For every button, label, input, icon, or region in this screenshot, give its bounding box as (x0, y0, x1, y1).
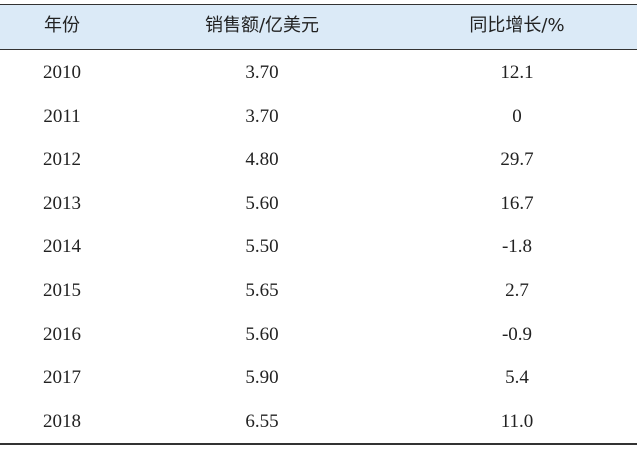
table-cell: 29.7 (500, 149, 534, 171)
table-cell: 5.60 (245, 323, 279, 345)
table-cell: 12.1 (500, 62, 534, 83)
table-cell: 6.55 (245, 410, 279, 432)
table-cell: -1.8 (501, 236, 533, 258)
header-cell: 年份 (44, 15, 80, 36)
header-band (0, 4, 637, 50)
table-cell: 2017 (43, 367, 81, 389)
table-cell: 5.4 (505, 367, 529, 389)
table-cell: 2012 (43, 149, 81, 171)
table-cell: 2011 (43, 105, 81, 127)
table-cell: 4.80 (245, 149, 279, 171)
table-cell: 0 (512, 105, 522, 127)
bottom-rule (0, 443, 637, 445)
table-cell: 5.60 (245, 192, 279, 214)
header-cell: 销售额/亿美元 (204, 15, 320, 36)
table-cell: 2010 (43, 62, 81, 83)
table-cell: 5.50 (245, 236, 279, 258)
table-cell: 2018 (43, 410, 81, 432)
table-cell: 3.70 (245, 62, 279, 83)
header-cell: 同比增长/% (469, 15, 565, 36)
table-cell: 2015 (43, 280, 81, 301)
table-cell: 16.7 (500, 192, 534, 214)
table-cell: 5.90 (245, 367, 279, 389)
table-cell: 5.65 (245, 280, 279, 301)
table-cell: 2014 (43, 236, 81, 258)
table-cell: 3.70 (245, 105, 279, 127)
table-cell: 2.7 (505, 280, 529, 301)
table-cell: 11.0 (500, 410, 534, 432)
table-cell: 2016 (43, 323, 81, 345)
table-cell: 2013 (43, 192, 81, 214)
table-cell: -0.9 (501, 323, 533, 345)
